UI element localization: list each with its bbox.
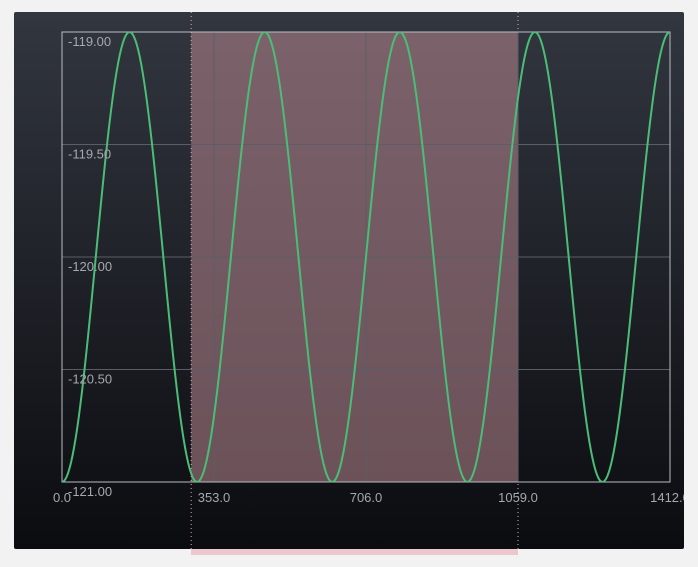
line-chart[interactable]: -119.00 -119.50 -120.00 -120.50 -121.000.0 35…: [14, 12, 684, 549]
y-tick-label: -120.00: [68, 259, 112, 274]
x-tick-label: 0.0: [53, 490, 71, 505]
x-tick-label: 353.0: [198, 490, 231, 505]
x-tick-label: 1412.0: [650, 490, 684, 505]
x-tick-label: 1059.0: [498, 490, 538, 505]
x-tick-label: 706.0: [350, 490, 383, 505]
y-tick-label: -119.00: [68, 34, 111, 49]
y-tick-label: -121.00: [68, 484, 112, 499]
selection-strip: [191, 549, 518, 555]
y-tick-label: -119.50: [68, 147, 111, 162]
chart-panel: -119.00 -119.50 -120.00 -120.50 -121.000.0 35…: [14, 12, 684, 549]
y-tick-label: -120.50: [68, 372, 112, 387]
